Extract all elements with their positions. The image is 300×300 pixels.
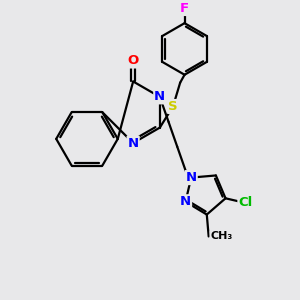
- Text: F: F: [180, 2, 189, 15]
- Text: N: N: [154, 90, 165, 104]
- Text: S: S: [168, 100, 178, 113]
- Text: N: N: [128, 136, 139, 149]
- Text: N: N: [180, 195, 191, 208]
- Text: N: N: [186, 171, 197, 184]
- Text: CH₃: CH₃: [210, 231, 233, 242]
- Text: Cl: Cl: [238, 196, 253, 209]
- Text: O: O: [128, 55, 139, 68]
